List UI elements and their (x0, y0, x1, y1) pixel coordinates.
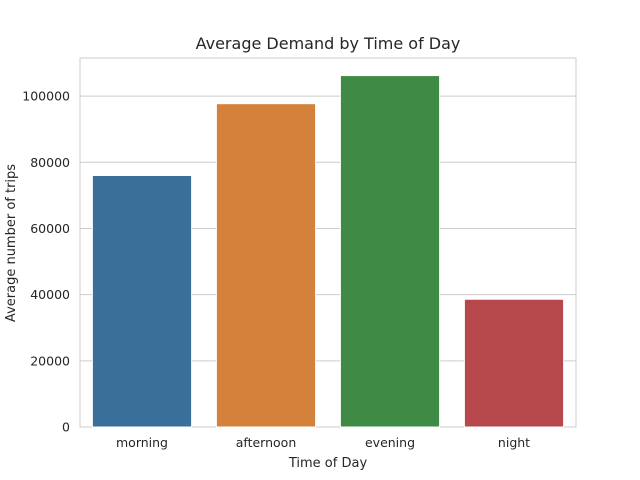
y-tick-label: 80000 (30, 155, 70, 170)
y-tick-label: 100000 (22, 89, 70, 104)
bar-morning (91, 175, 193, 428)
y-tick-label: 0 (62, 420, 70, 435)
bars (91, 75, 565, 428)
bar-night (463, 298, 565, 428)
x-tick-label: evening (365, 435, 415, 450)
bar-evening (339, 75, 441, 428)
plot-frame (79, 57, 577, 428)
bar-afternoon (215, 103, 317, 428)
x-tick-labels: morning afternoon evening night (116, 435, 530, 450)
x-tick-label: afternoon (236, 435, 297, 450)
y-tick-label: 60000 (30, 221, 70, 236)
y-tick-label: 20000 (30, 353, 70, 368)
y-tick-label: 40000 (30, 287, 70, 302)
x-tick-label: morning (116, 435, 168, 450)
x-axis-label: Time of Day (288, 456, 368, 471)
chart-title: Average Demand by Time of Day (196, 34, 461, 53)
y-axis-label: Average number of trips (4, 164, 19, 322)
x-tick-label: night (498, 435, 530, 450)
y-tick-labels: 0 20000 40000 60000 80000 100000 (22, 89, 70, 435)
